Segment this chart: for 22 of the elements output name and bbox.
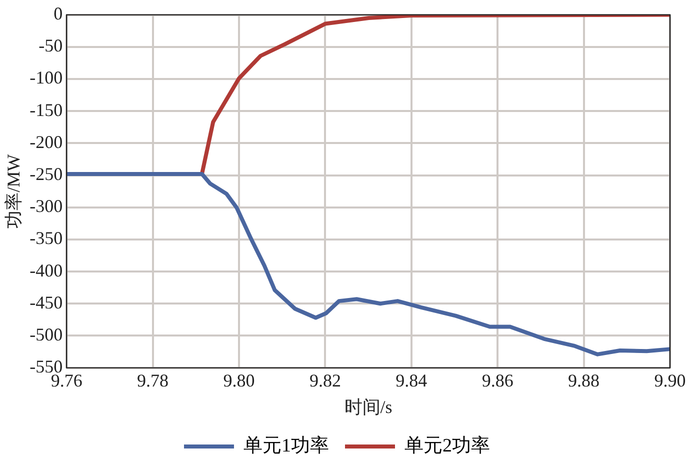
y-tick-label: -500 xyxy=(30,324,63,344)
y-tick-label: -50 xyxy=(38,36,63,56)
y-tick-label: -450 xyxy=(30,292,63,312)
x-tick-label: 9.78 xyxy=(137,370,169,390)
x-tick-label: 9.90 xyxy=(654,370,686,390)
y-tick-label: -400 xyxy=(30,260,63,280)
y-axis-title: 功率/MW xyxy=(4,154,24,228)
y-tick-label: -200 xyxy=(30,132,63,152)
y-tick-label: 0 xyxy=(54,4,63,24)
x-tick-label: 9.82 xyxy=(309,370,341,390)
x-tick-label: 9.88 xyxy=(568,370,600,390)
x-tick-label: 9.80 xyxy=(223,370,255,390)
x-tick-label: 9.86 xyxy=(482,370,514,390)
legend-label: 单元2功率 xyxy=(404,434,490,456)
y-tick-label: -250 xyxy=(30,164,63,184)
y-tick-label: -150 xyxy=(30,100,63,120)
x-axis-title: 时间/s xyxy=(344,396,392,417)
y-tick-label: -300 xyxy=(30,196,63,216)
legend-label: 单元1功率 xyxy=(244,434,329,456)
y-tick-label: -350 xyxy=(30,228,63,248)
x-tick-label: 9.84 xyxy=(396,370,428,390)
y-tick-label: -100 xyxy=(30,68,63,88)
